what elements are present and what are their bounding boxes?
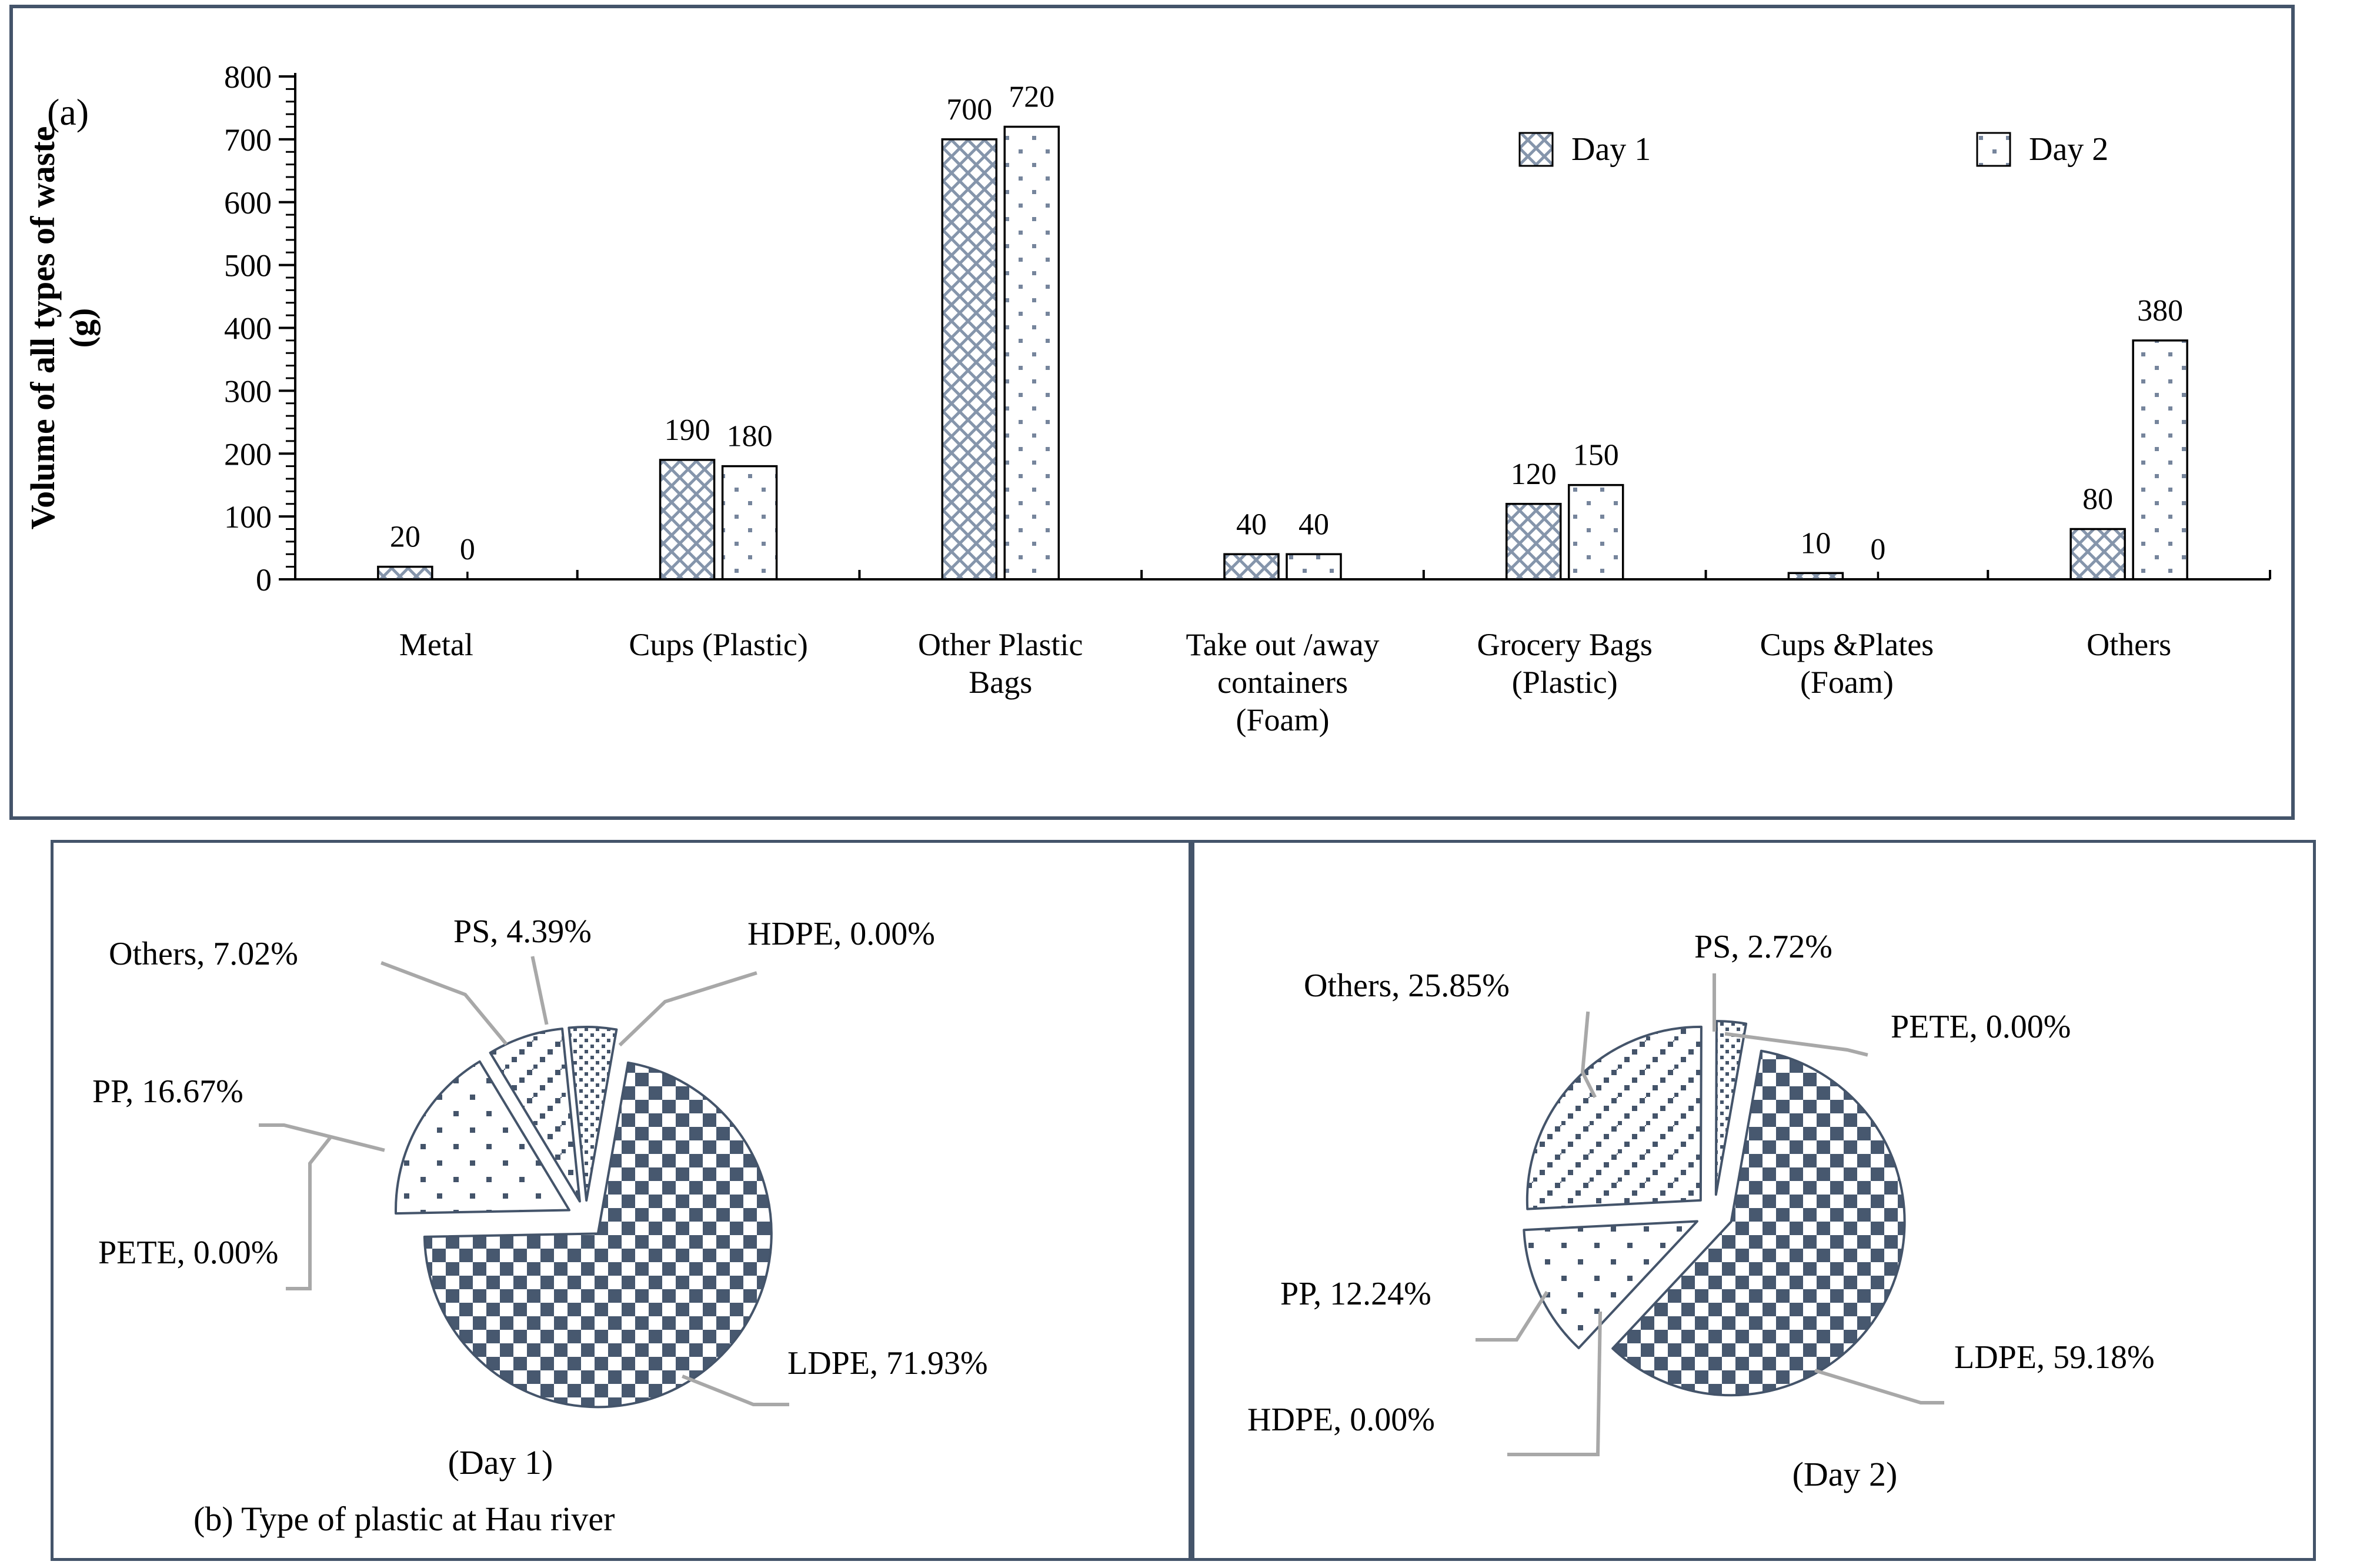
pie2-label-others: Others, 25.85% xyxy=(1304,968,1510,1004)
svg-text:700: 700 xyxy=(224,122,272,158)
pie1-label-pp: PP, 16.67% xyxy=(92,1073,243,1110)
pie2-label-ps: PS, 2.72% xyxy=(1694,929,1832,965)
pie2-label-pp: PP, 12.24% xyxy=(1280,1276,1431,1312)
pie2-label-pete: PETE, 0.00% xyxy=(1891,1009,2071,1045)
pie2-label-ldpe: LDPE, 59.18% xyxy=(1954,1339,2155,1376)
bar-chart-panel: (a) 0 100 200 300 400 500 600 700 800 20 190 700 40 1… xyxy=(9,5,2295,820)
pie-day2-panel: Others, 25.85% PS, 2.72% PETE, 0.00% PP,… xyxy=(1191,840,2316,1561)
svg-text:600: 600 xyxy=(224,185,272,221)
bar-chart: 0100200300400500600700800201907004012010… xyxy=(24,59,2271,738)
pie-chart-day1 xyxy=(259,956,789,1409)
svg-text:500: 500 xyxy=(224,248,272,283)
svg-text:0: 0 xyxy=(256,562,272,598)
svg-text:300: 300 xyxy=(224,373,272,409)
svg-text:Metal: Metal xyxy=(399,627,473,662)
svg-text:0: 0 xyxy=(1870,533,1885,566)
svg-text:700: 700 xyxy=(946,93,992,126)
pie1-label-ps: PS, 4.39% xyxy=(453,913,592,950)
svg-text:150: 150 xyxy=(1573,439,1619,472)
pie2-caption: (Day 2) xyxy=(1792,1455,1898,1493)
svg-text:40: 40 xyxy=(1236,508,1267,541)
svg-text:200: 200 xyxy=(224,436,272,472)
svg-text:Day 2: Day 2 xyxy=(2029,131,2108,168)
svg-text:180: 180 xyxy=(727,420,773,453)
svg-text:Cups &Plates(Foam): Cups &Plates (Foam) xyxy=(1760,627,1934,700)
pie1-label-ldpe: LDPE, 71.93% xyxy=(787,1345,988,1382)
svg-text:80: 80 xyxy=(2082,483,2113,516)
svg-text:Volume of all types of waste: Volume of all types of waste xyxy=(24,126,62,530)
svg-text:20: 20 xyxy=(390,521,420,554)
panel-b-caption: (b) Type of plastic at Hau river xyxy=(193,1500,615,1538)
pie1-label-pete: PETE, 0.00% xyxy=(98,1235,279,1271)
pie-chart-day2 xyxy=(1476,973,1944,1456)
svg-text:0: 0 xyxy=(460,533,475,566)
pie1-label-others: Others, 7.02% xyxy=(109,936,298,972)
svg-text:40: 40 xyxy=(1299,508,1329,541)
svg-text:380: 380 xyxy=(2137,294,2183,328)
pie1-label-hdpe: HDPE, 0.00% xyxy=(747,916,935,952)
pie1-caption: (Day 1) xyxy=(448,1443,553,1482)
svg-text:Others: Others xyxy=(2087,627,2171,662)
svg-text:800: 800 xyxy=(224,59,272,95)
pie-day1-panel: Others, 7.02% PS, 4.39% HDPE, 0.00% PP, … xyxy=(51,840,1191,1561)
svg-text:100: 100 xyxy=(224,499,272,535)
svg-text:10: 10 xyxy=(1800,526,1831,560)
svg-text:Cups (Plastic): Cups (Plastic) xyxy=(629,627,808,662)
svg-text:Day 1: Day 1 xyxy=(1571,131,1651,168)
pie2-label-hdpe: HDPE, 0.00% xyxy=(1247,1402,1435,1438)
svg-text:Grocery Bags(Plastic): Grocery Bags (Plastic) xyxy=(1477,627,1653,700)
panel-a-tag: (a) xyxy=(47,91,89,133)
svg-text:190: 190 xyxy=(665,413,710,447)
svg-text:(g): (g) xyxy=(62,308,101,348)
svg-text:720: 720 xyxy=(1009,81,1054,114)
svg-text:120: 120 xyxy=(1511,458,1557,491)
svg-text:400: 400 xyxy=(224,311,272,346)
